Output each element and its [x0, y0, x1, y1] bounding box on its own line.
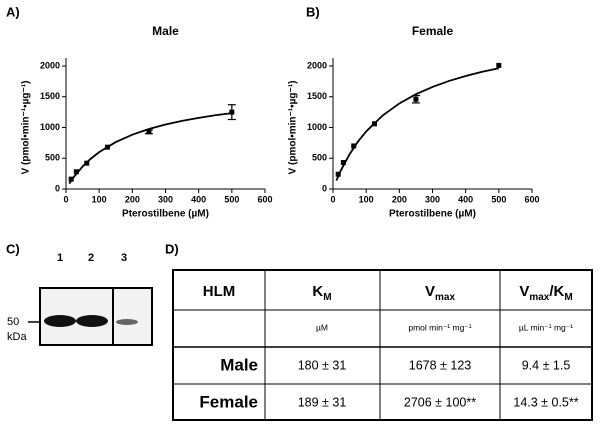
western-blot: 1 2 3 50 kDa — [7, 252, 153, 346]
x-tick-label: 500 — [224, 194, 239, 204]
panel-label: B) — [306, 4, 320, 19]
marker-label: 50 — [7, 316, 19, 328]
header-subscript: max — [529, 292, 549, 303]
header-subscript: max — [435, 292, 455, 303]
data-point — [146, 129, 152, 135]
x-tick-label: 200 — [125, 194, 140, 204]
x-tick-label: 300 — [158, 194, 173, 204]
y-tick-label: 1500 — [307, 91, 327, 101]
fit-curve — [68, 112, 232, 185]
band — [44, 315, 76, 327]
header-subscript: M — [564, 292, 572, 303]
unit-cell: µM — [316, 322, 328, 332]
x-axis-label: Pterostilbene (µM) — [389, 209, 476, 220]
data-point — [73, 169, 79, 175]
header-text: K — [312, 283, 323, 300]
y-tick-label: 0 — [322, 183, 327, 193]
table-cell: 9.4 ± 1.5 — [522, 358, 571, 372]
row-label: Male — [220, 355, 258, 374]
header-subscript: M — [323, 292, 331, 303]
x-axis-label: Pterostilbene (µM) — [122, 209, 209, 220]
x-tick-label: 300 — [425, 194, 440, 204]
table-cell: 1678 ± 123 — [409, 358, 472, 372]
marker-unit: kDa — [7, 331, 27, 343]
data-point — [496, 62, 502, 68]
x-tick-label: 0 — [330, 194, 335, 204]
panel-label: A) — [6, 4, 20, 19]
data-point — [413, 96, 419, 102]
x-tick-label: 0 — [63, 194, 68, 204]
y-tick-label: 1500 — [40, 91, 60, 101]
x-tick-label: 600 — [524, 194, 539, 204]
x-tick-label: 600 — [257, 194, 272, 204]
y-axis-label: V (pmol•min⁻¹•µg⁻¹) — [288, 81, 299, 175]
data-point — [351, 143, 357, 149]
table — [172, 269, 593, 421]
column-header: HLM — [203, 283, 236, 300]
table-cell: 180 ± 31 — [298, 358, 347, 372]
y-tick-label: 500 — [45, 153, 60, 163]
column-header: Vmax/KM — [519, 283, 572, 303]
table-cell: 2706 ± 100** — [404, 395, 476, 409]
data-point — [340, 160, 346, 166]
header-text: HLM — [203, 283, 236, 300]
table-cell: 189 ± 31 — [298, 395, 347, 409]
panel-label: C) — [6, 241, 20, 256]
unit-cell: pmol min⁻¹ mg⁻¹ — [408, 322, 471, 332]
data-point — [335, 171, 341, 177]
x-tick-label: 400 — [458, 194, 473, 204]
panel-label: D) — [165, 241, 179, 256]
chart-title: Female — [412, 24, 454, 38]
y-axis-label: V (pmol•min⁻¹•µg⁻¹) — [21, 81, 32, 175]
band — [116, 319, 138, 325]
column-header: Vmax — [425, 283, 455, 303]
band — [76, 315, 108, 327]
y-tick-label: 0 — [55, 183, 60, 193]
data-point — [229, 109, 235, 115]
x-tick-label: 200 — [392, 194, 407, 204]
column-header: KM — [312, 283, 331, 303]
y-tick-label: 500 — [312, 153, 327, 163]
chart-title: Male — [152, 24, 179, 38]
header-text: V — [425, 283, 435, 300]
data-point — [68, 176, 74, 182]
y-tick-label: 2000 — [307, 60, 327, 70]
lane-label: 2 — [88, 252, 94, 264]
x-tick-label: 400 — [191, 194, 206, 204]
lane-label: 1 — [57, 252, 63, 264]
unit-cell: µL min⁻¹ mg⁻¹ — [519, 322, 573, 332]
row-label: Female — [199, 392, 258, 411]
y-tick-label: 2000 — [40, 60, 60, 70]
x-tick-label: 100 — [92, 194, 107, 204]
x-tick-label: 100 — [359, 194, 374, 204]
table-cell: 14.3 ± 0.5** — [513, 395, 578, 409]
header-text: V — [519, 283, 529, 300]
y-tick-label: 1000 — [307, 122, 327, 132]
table-border — [172, 269, 593, 421]
y-tick-label: 1000 — [40, 122, 60, 132]
lane-label: 3 — [121, 252, 127, 264]
fit-curve — [335, 67, 500, 182]
x-tick-label: 500 — [491, 194, 506, 204]
header-text: /K — [549, 283, 564, 300]
